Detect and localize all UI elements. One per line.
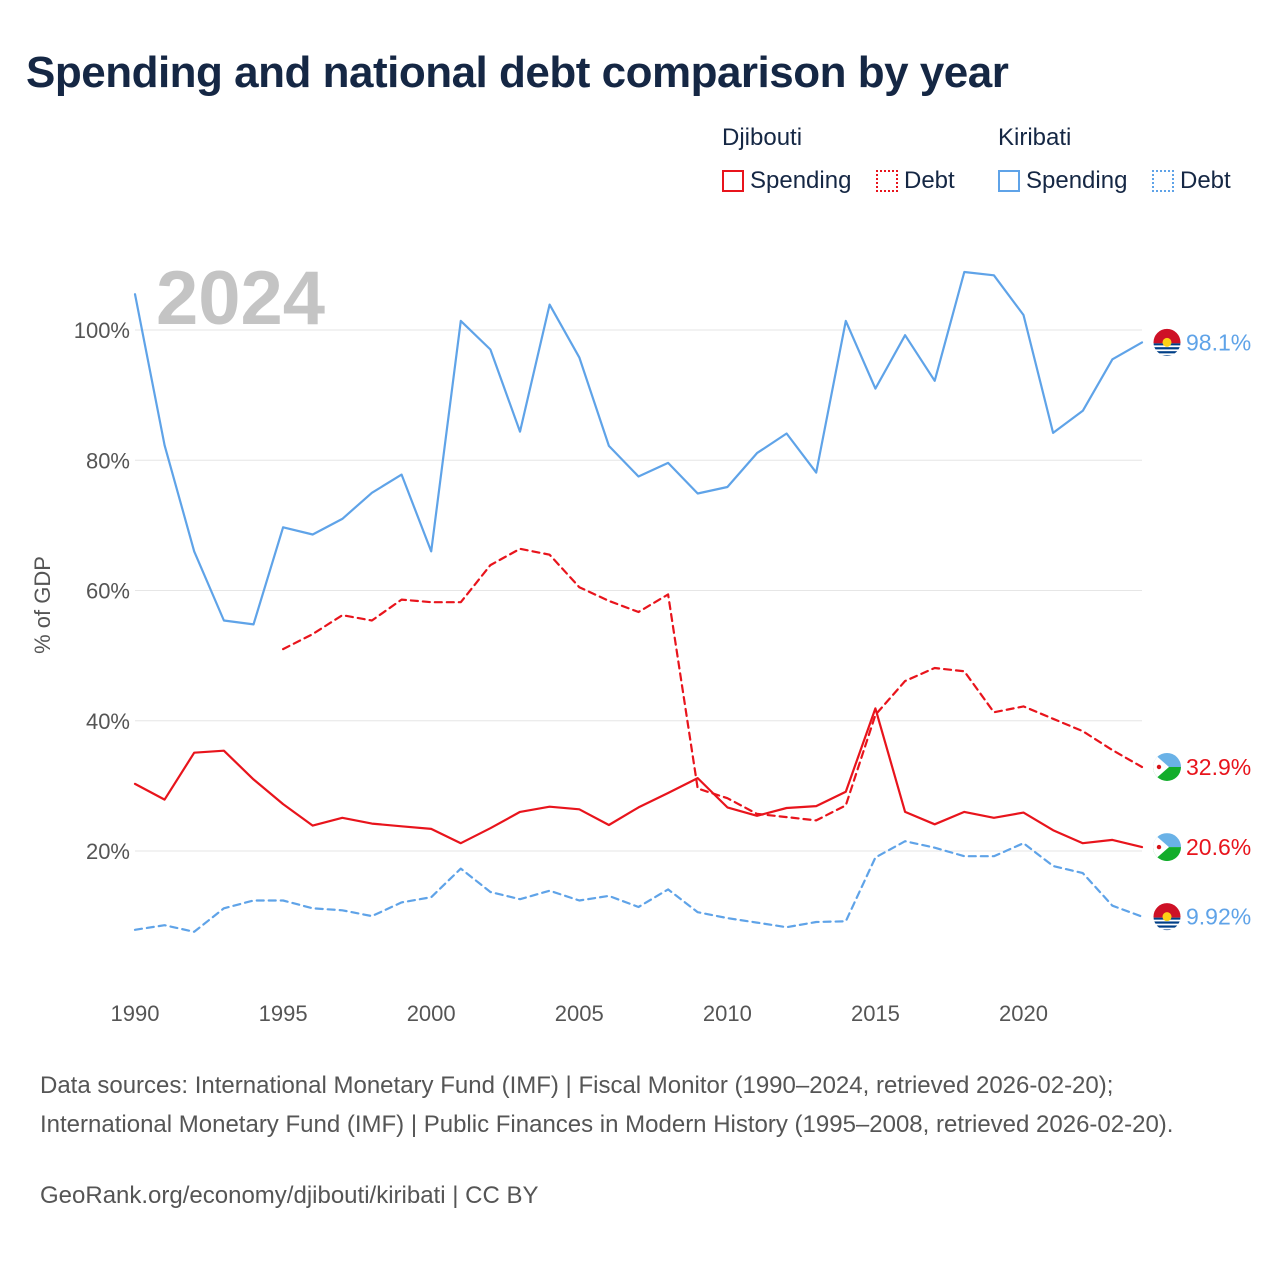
x-tick-label: 1995 [259,1001,308,1026]
series-lines [133,270,1144,933]
legend-label: Debt [904,167,955,194]
legend-label: Debt [1180,167,1231,194]
x-tick-label: 2010 [703,1001,752,1026]
legend-item-kiribati-debt[interactable]: Debt [1152,166,1231,196]
y-tick-label: 20% [86,839,130,864]
series-line-djibouti-spending[interactable] [133,707,1144,849]
legend-group-djibouti: Djibouti [722,124,803,151]
end-markers: 98.1% 32.9% 20.6% 9.92% [1152,327,1251,932]
series-line-djibouti-debt[interactable] [282,547,1144,822]
solid-swatch-icon [722,170,744,192]
credit-link[interactable]: GeoRank.org/economy/djibouti/kiribati | … [40,1182,539,1209]
end-value-label: 32.9% [1186,754,1251,780]
x-tick-label: 2020 [999,1001,1048,1026]
line-chart: 2024 20% 40% 60% 80% 100% 1990 1995 2000 2005 20… [30,256,1251,1026]
dotted-swatch-icon [876,170,898,192]
series-line-kiribati-spending[interactable] [133,270,1144,626]
end-value-label: 98.1% [1186,329,1251,355]
series-line-kiribati-debt[interactable] [133,840,1144,933]
y-tick-label: 40% [86,709,130,734]
x-tick-label: 1990 [111,1001,160,1026]
y-tick-label: 100% [74,318,130,343]
end-value-label: 20.6% [1186,834,1251,860]
end-value-label: 9.92% [1186,904,1251,930]
y-tick-label: 60% [86,579,130,604]
djibouti-flag-icon [1153,833,1181,862]
x-tick-label: 2005 [555,1001,604,1026]
djibouti-flag-icon [1153,752,1181,781]
x-axis: 1990 1995 2000 2005 2010 2015 2020 [111,1001,1048,1026]
source-note: Data sources: International Monetary Fun… [40,1072,1174,1138]
legend-label: Spending [1026,167,1128,194]
legend-item-kiribati-spending[interactable]: Spending [998,166,1127,196]
y-axis-label: % of GDP [30,556,55,654]
solid-swatch-icon [998,170,1020,192]
x-tick-label: 2015 [851,1001,900,1026]
kiribati-flag-icon [1152,327,1182,357]
legend-group-kiribati: Kiribati [998,124,1072,151]
legend-item-djibouti-debt[interactable]: Debt [876,166,955,196]
chart-title: Spending and national debt comparison by… [26,48,1009,97]
gridlines [135,329,1142,852]
x-tick-label: 2000 [407,1001,456,1026]
legend-label: Spending [750,167,852,194]
dotted-swatch-icon [1152,170,1174,192]
year-watermark: 2024 [156,256,325,341]
y-axis: 20% 40% 60% 80% 100% [74,318,130,864]
legend-item-djibouti-spending[interactable]: Spending [722,166,851,196]
y-tick-label: 80% [86,448,130,473]
kiribati-flag-icon [1152,902,1182,932]
